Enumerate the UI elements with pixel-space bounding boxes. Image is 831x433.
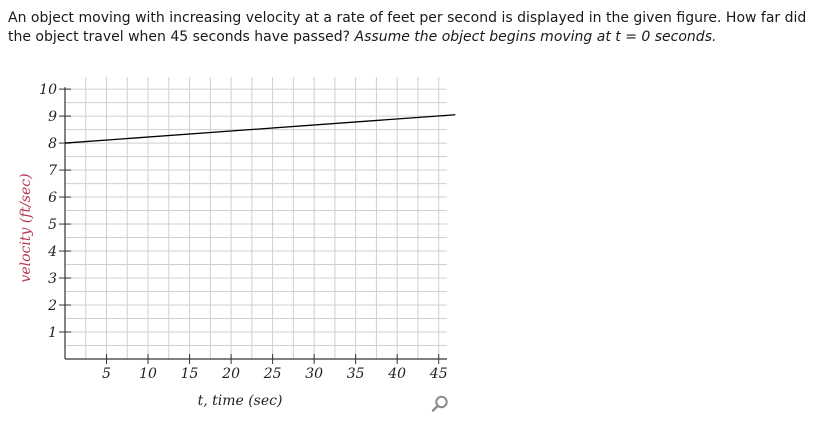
series-lines xyxy=(64,114,456,144)
y-tick-labels: 1 2 3 4 5 6 7 8 9 10 xyxy=(39,82,57,341)
question-text: An object moving with increasing velocit… xyxy=(8,9,823,47)
horizontal-gridlines xyxy=(65,88,447,347)
x-tick-label: 5 xyxy=(102,366,111,382)
y-tick-label: 3 xyxy=(48,271,57,287)
x-tick-labels: 5 10 15 20 25 30 35 40 45 xyxy=(102,366,448,382)
axes xyxy=(64,87,447,360)
y-tick-label: 5 xyxy=(48,217,57,233)
x-tick-label: 20 xyxy=(221,366,240,382)
question-main: An object moving with increasing velocit… xyxy=(8,10,807,45)
x-tick-label: 40 xyxy=(387,366,406,382)
question-assumption: Assume the object begins moving at t = 0… xyxy=(354,29,717,45)
magnifier-icon[interactable] xyxy=(430,394,450,414)
y-tick-label: 6 xyxy=(48,190,57,206)
x-tick-label: 25 xyxy=(263,366,282,382)
x-axis-title: t, time (sec) xyxy=(198,393,283,409)
y-tick-label: 1 xyxy=(48,325,57,341)
x-tick-label: 15 xyxy=(181,366,199,382)
x-tick-label: 10 xyxy=(139,366,157,382)
y-axis-title: velocity (ft/sec) xyxy=(18,173,34,282)
y-tick-label: 2 xyxy=(47,298,57,314)
x-tick-label: 30 xyxy=(305,366,323,382)
x-tick-label: 45 xyxy=(429,366,448,382)
y-tick-label: 9 xyxy=(48,109,57,125)
y-tick-label: 8 xyxy=(48,136,57,152)
y-tick-label: 4 xyxy=(47,244,57,260)
x-tick-label: 35 xyxy=(347,366,365,382)
velocity-line xyxy=(64,114,456,144)
tick-marks xyxy=(59,88,440,364)
y-tick-label: 10 xyxy=(39,82,57,98)
y-tick-label: 7 xyxy=(48,163,57,179)
vertical-gridlines xyxy=(85,77,440,359)
